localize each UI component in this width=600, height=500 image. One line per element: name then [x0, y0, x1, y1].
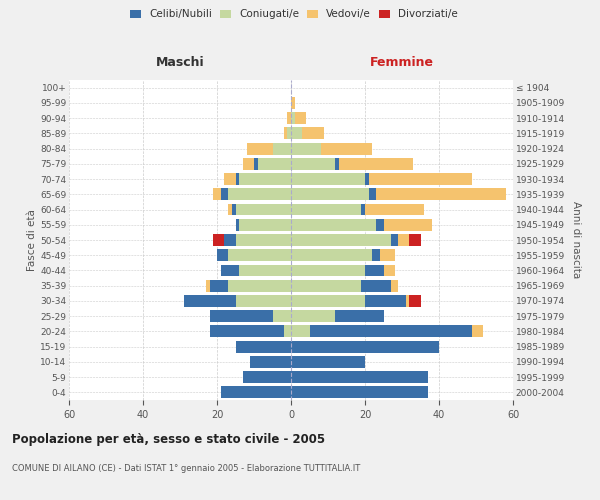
Bar — [365, 204, 424, 216]
Bar — [209, 310, 272, 322]
Bar — [335, 158, 339, 170]
Bar — [291, 112, 295, 124]
Bar — [235, 204, 291, 216]
Bar — [214, 188, 221, 200]
Bar — [376, 219, 383, 230]
Y-axis label: Fasce di età: Fasce di età — [27, 209, 37, 271]
Bar — [284, 128, 287, 140]
Bar — [383, 264, 395, 276]
Bar — [373, 250, 380, 261]
Bar — [250, 356, 291, 368]
Bar — [284, 326, 291, 338]
Bar — [221, 188, 228, 200]
Bar — [239, 264, 291, 276]
Bar — [217, 250, 228, 261]
Bar — [287, 112, 291, 124]
Bar — [406, 295, 409, 307]
Bar — [291, 219, 376, 230]
Bar — [239, 173, 291, 185]
Text: Maschi: Maschi — [155, 56, 205, 70]
Bar — [291, 97, 295, 109]
Bar — [247, 142, 272, 154]
Bar — [291, 280, 361, 291]
Bar — [228, 280, 291, 291]
Bar — [291, 371, 428, 383]
Bar — [398, 234, 409, 246]
Text: Popolazione per età, sesso e stato civile - 2005: Popolazione per età, sesso e stato civil… — [12, 432, 325, 446]
Bar — [291, 326, 310, 338]
Bar — [243, 371, 291, 383]
Bar — [391, 280, 398, 291]
Bar — [228, 188, 291, 200]
Bar — [235, 173, 239, 185]
Bar — [409, 295, 421, 307]
Bar — [376, 188, 506, 200]
Bar — [339, 158, 413, 170]
Bar — [291, 158, 335, 170]
Bar — [291, 204, 361, 216]
Bar — [272, 310, 291, 322]
Bar — [368, 173, 472, 185]
Bar — [235, 340, 291, 352]
Bar — [224, 173, 235, 185]
Bar — [365, 295, 406, 307]
Bar — [291, 188, 368, 200]
Bar — [361, 280, 391, 291]
Bar — [291, 264, 365, 276]
Bar — [221, 386, 291, 398]
Bar — [391, 234, 398, 246]
Bar — [214, 234, 224, 246]
Bar — [235, 234, 291, 246]
Bar — [368, 188, 376, 200]
Bar — [291, 250, 373, 261]
Bar — [361, 204, 365, 216]
Bar — [287, 128, 291, 140]
Y-axis label: Anni di nascita: Anni di nascita — [571, 202, 581, 278]
Bar — [184, 295, 235, 307]
Bar — [221, 264, 239, 276]
Bar — [291, 142, 320, 154]
Bar — [335, 310, 383, 322]
Bar — [291, 128, 302, 140]
Bar — [228, 204, 232, 216]
Bar — [302, 128, 325, 140]
Bar — [239, 219, 291, 230]
Bar — [291, 234, 391, 246]
Bar — [383, 219, 431, 230]
Bar — [291, 310, 335, 322]
Bar — [224, 234, 235, 246]
Text: COMUNE DI AILANO (CE) - Dati ISTAT 1° gennaio 2005 - Elaborazione TUTTITALIA.IT: COMUNE DI AILANO (CE) - Dati ISTAT 1° ge… — [12, 464, 360, 473]
Bar — [291, 340, 439, 352]
Bar — [295, 112, 306, 124]
Bar — [310, 326, 472, 338]
Bar — [365, 264, 383, 276]
Bar — [228, 250, 291, 261]
Bar — [206, 280, 209, 291]
Bar — [291, 295, 365, 307]
Bar — [235, 295, 291, 307]
Bar — [232, 204, 235, 216]
Bar — [365, 173, 368, 185]
Legend: Celibi/Nubili, Coniugati/e, Vedovi/e, Divorziati/e: Celibi/Nubili, Coniugati/e, Vedovi/e, Di… — [126, 5, 462, 24]
Bar — [409, 234, 421, 246]
Bar — [272, 142, 291, 154]
Bar — [291, 386, 428, 398]
Bar — [209, 280, 228, 291]
Bar — [320, 142, 373, 154]
Bar — [209, 326, 284, 338]
Bar — [243, 158, 254, 170]
Bar — [258, 158, 291, 170]
Bar — [254, 158, 258, 170]
Bar — [291, 173, 365, 185]
Bar — [380, 250, 395, 261]
Text: Femmine: Femmine — [370, 56, 434, 70]
Bar — [235, 219, 239, 230]
Bar — [291, 356, 365, 368]
Bar — [472, 326, 484, 338]
